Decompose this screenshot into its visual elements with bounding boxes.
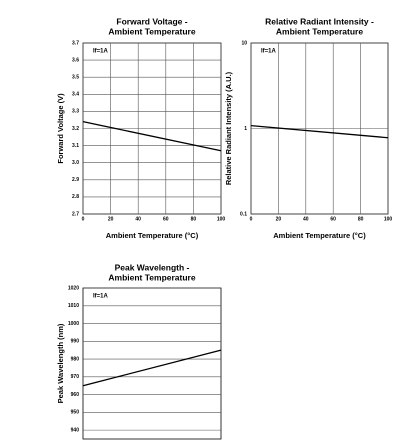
y-tick-label: 1010 (68, 303, 79, 309)
chart-title: Forward Voltage - (116, 16, 187, 26)
y-tick-label: 3.1 (72, 143, 79, 149)
y-tick-label: 3.0 (72, 160, 79, 166)
x-tick-label: 20 (108, 216, 114, 222)
x-tick-label: 60 (163, 216, 169, 222)
x-tick-label: 40 (135, 216, 141, 222)
y-tick-label: 3.2 (72, 126, 79, 132)
y-tick-label: 3.4 (72, 92, 79, 98)
y-axis-label: Relative Radiant Intensity (A.U.) (224, 71, 233, 185)
data-line (250, 124, 389, 139)
x-tick-label: 100 (384, 216, 393, 222)
y-tick-label: 960 (71, 392, 80, 398)
y-tick-label: 2.7 (72, 211, 79, 217)
chart-title: Ambient Temperature (276, 26, 363, 36)
y-tick-label: 1000 (68, 321, 79, 327)
chart-title: Peak Wavelength - (115, 262, 190, 272)
y-tick-label: 3.3 (72, 109, 79, 115)
x-tick-label: 60 (330, 216, 336, 222)
x-tick-label: 20 (276, 216, 282, 222)
plot-frame (82, 287, 222, 440)
y-tick-label: 3.6 (72, 57, 79, 63)
chart-title: Ambient Temperature (108, 26, 195, 36)
x-tick-label: 0 (82, 216, 85, 222)
x-axis-label: Ambient Temperature (°C) (106, 231, 199, 240)
chart-title: Relative Radiant Intensity - (265, 16, 374, 26)
chart-title: Ambient Temperature (108, 272, 195, 282)
y-tick-label: 1 (244, 126, 247, 132)
x-tick-label: 100 (217, 216, 226, 222)
annotation: If=1A (93, 49, 109, 55)
y-axis-label: Forward Voltage (V) (56, 93, 65, 164)
y-tick-label: 970 (71, 374, 80, 380)
y-tick-label: 2.8 (72, 194, 79, 200)
x-tick-label: 80 (191, 216, 197, 222)
y-tick-label: 940 (71, 427, 80, 433)
y-tick-label: 10 (241, 40, 247, 46)
y-tick-label: 3.7 (72, 40, 79, 46)
x-tick-label: 40 (303, 216, 309, 222)
y-tick-label: 1020 (68, 285, 79, 291)
data-line (82, 349, 222, 387)
data-line (82, 121, 222, 152)
y-tick-label: 2.9 (72, 177, 79, 183)
y-tick-label: 990 (71, 339, 80, 345)
annotation: If=1A (93, 294, 109, 300)
y-tick-label: 950 (71, 410, 80, 416)
annotation: If=1A (261, 49, 277, 55)
y-axis-label: Peak Wavelength (nm) (56, 323, 65, 403)
y-tick-label: 980 (71, 356, 80, 362)
y-tick-label: 3.5 (72, 75, 79, 81)
x-tick-label: 0 (250, 216, 253, 222)
y-tick-label: 0.1 (240, 211, 247, 217)
x-tick-label: 80 (358, 216, 364, 222)
x-axis-label: Ambient Temperature (°C) (273, 231, 366, 240)
